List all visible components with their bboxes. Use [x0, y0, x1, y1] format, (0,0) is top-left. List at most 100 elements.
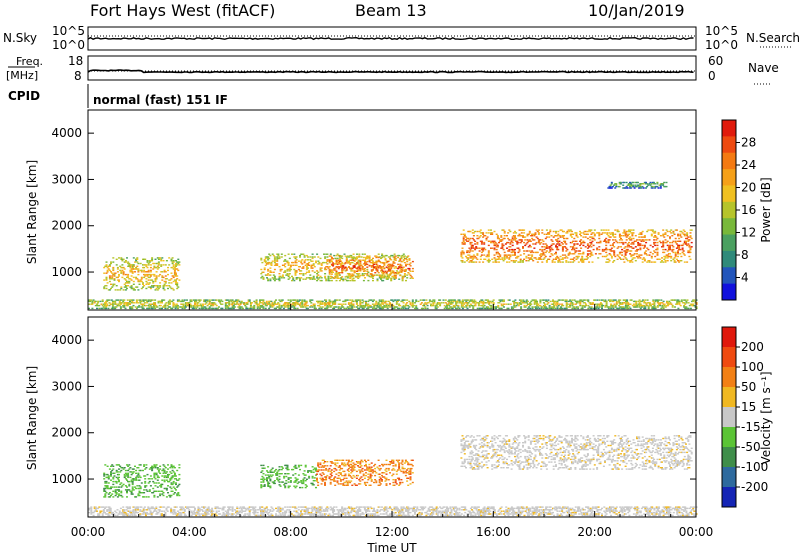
cell: [172, 275, 175, 277]
cell: [381, 254, 384, 257]
cell: [262, 306, 265, 308]
cell: [161, 275, 164, 277]
cell: [287, 303, 290, 305]
cell: [453, 304, 456, 307]
cell: [519, 258, 522, 260]
cell: [662, 261, 665, 263]
cell: [131, 478, 134, 480]
cell: [515, 240, 518, 242]
cell: [328, 261, 331, 264]
cell: [652, 300, 655, 303]
cell: [381, 256, 384, 259]
cell: [379, 304, 382, 307]
cell: [292, 278, 295, 280]
cell: [671, 250, 674, 252]
cell: [381, 277, 384, 279]
cell: [264, 303, 267, 305]
cell: [239, 303, 242, 305]
cell: [380, 267, 382, 270]
cell: [175, 306, 178, 308]
cell: [299, 468, 301, 471]
cell: [657, 233, 660, 235]
cell: [328, 279, 331, 282]
cell: [309, 278, 312, 280]
cell: [561, 230, 564, 233]
cell: [653, 239, 656, 241]
cell: [586, 243, 589, 245]
cell: [311, 270, 314, 272]
cell: [267, 257, 270, 260]
cell: [103, 286, 106, 288]
cell: [195, 304, 198, 307]
cell: [352, 277, 355, 279]
cell: [618, 183, 621, 185]
cell: [487, 250, 490, 252]
cell: [249, 303, 252, 305]
echo-region-0: [103, 257, 181, 291]
cell: [286, 270, 289, 272]
cell: [561, 304, 564, 307]
cell: [138, 494, 141, 497]
cell: [520, 232, 523, 234]
cell: [131, 307, 134, 310]
cell: [629, 181, 631, 184]
cell: [689, 247, 692, 249]
cell: [138, 283, 141, 285]
cell: [501, 246, 504, 248]
cell: [336, 263, 339, 266]
cell: [564, 241, 567, 244]
cell: [245, 303, 248, 305]
cell: [641, 244, 644, 247]
cell: [91, 302, 94, 304]
cell: [232, 304, 235, 307]
cell: [378, 303, 381, 305]
cell: [302, 306, 305, 308]
cell: [120, 482, 123, 484]
cell: [635, 306, 638, 308]
cell: [579, 303, 582, 305]
freq-series: [87, 69, 696, 74]
cell: [671, 244, 674, 247]
cell: [395, 273, 398, 275]
cell: [390, 259, 393, 261]
cell: [361, 304, 364, 307]
cell: [280, 300, 283, 303]
cell: [364, 277, 366, 279]
cell: [317, 463, 320, 466]
cell: [105, 264, 108, 266]
cell: [266, 477, 268, 479]
cell: [299, 278, 301, 280]
cell: [468, 254, 471, 256]
cell: [148, 273, 151, 276]
cell: [684, 299, 687, 301]
cell: [502, 260, 505, 262]
cell: [533, 302, 536, 304]
cell: [516, 257, 519, 259]
cell: [382, 266, 385, 268]
cell: [287, 477, 290, 479]
cell: [618, 300, 621, 303]
cell: [384, 300, 387, 303]
cell: [173, 271, 176, 273]
cell: [462, 239, 465, 241]
cell: [465, 306, 468, 308]
cell: [253, 306, 256, 308]
cell: [306, 307, 309, 310]
cell: [341, 276, 344, 278]
cell: [156, 285, 159, 287]
cell: [387, 269, 390, 271]
cell: [607, 261, 610, 263]
cell: [355, 303, 358, 305]
cell: [507, 241, 510, 244]
cell: [108, 468, 111, 470]
cell: [110, 494, 112, 497]
cell: [262, 278, 265, 280]
cell: [88, 299, 90, 301]
cell: [559, 255, 562, 258]
cell: [572, 261, 575, 263]
cell: [472, 254, 475, 256]
cell: [270, 475, 273, 478]
cell: [227, 306, 230, 308]
cell: [270, 261, 273, 264]
cell: [557, 260, 560, 262]
